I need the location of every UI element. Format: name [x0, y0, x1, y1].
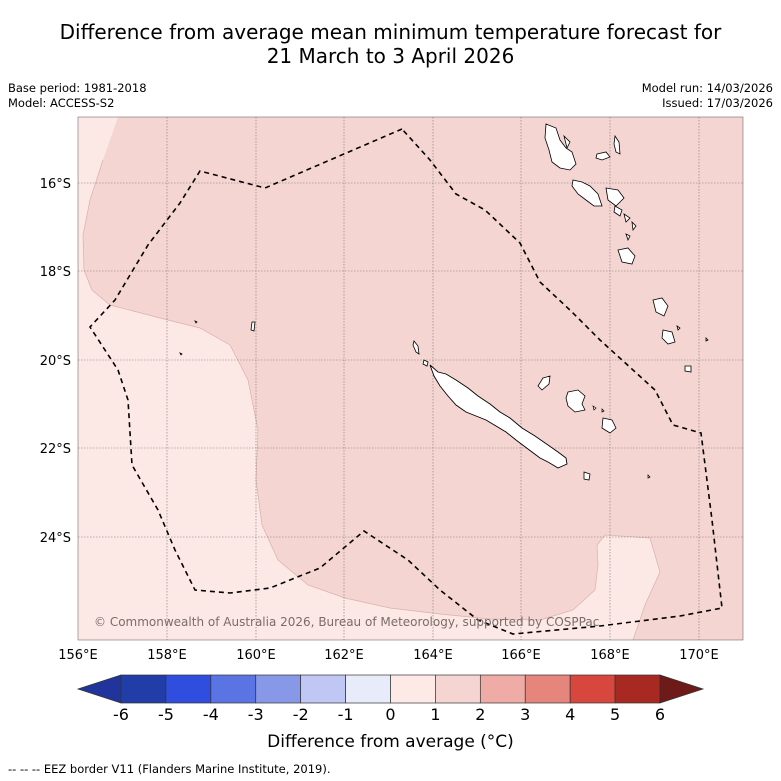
colorbar-cell — [345, 674, 391, 704]
new-caledonia-island — [429, 364, 568, 469]
chart-title-line1: Difference from average mean minimum tem… — [59, 20, 722, 44]
colorbar-cell — [390, 674, 436, 704]
chart-title-line2: 21 March to 3 April 2026 — [266, 44, 515, 68]
colorbar-tick-label: 0 — [385, 705, 395, 724]
colorbar-cell — [120, 674, 167, 704]
model-run-label: Model run: 14/03/2026 — [641, 81, 773, 95]
colorbar-cell — [255, 674, 302, 704]
eez-border — [88, 128, 723, 635]
colorbar-tick-label: -4 — [203, 705, 219, 724]
colorbar-cell — [435, 674, 481, 704]
colorbar-tick-label: -3 — [248, 705, 264, 724]
map-gridlines — [78, 117, 743, 640]
lon-label: 160°E — [236, 648, 276, 663]
map-frame — [77, 116, 744, 641]
lat-label: 22°S — [40, 442, 71, 457]
eez-legend-note: -- -- -- EEZ border V11 (Flanders Marine… — [8, 762, 331, 776]
base-period-label: Base period: 1981-2018 — [8, 81, 147, 95]
lon-label: 168°E — [590, 648, 630, 663]
colorbar-cell — [614, 674, 661, 704]
colorbar-extend-low — [76, 674, 122, 704]
lat-axis-labels: 16°S 18°S 20°S 22°S 24°S — [40, 177, 71, 546]
vanuatu-islands — [544, 123, 709, 373]
lon-label: 170°E — [679, 648, 719, 663]
colorbar-tick-label: 1 — [430, 705, 440, 724]
colorbar-cell — [210, 674, 257, 704]
copyright-text: © Commonwealth of Australia 2026, Bureau… — [94, 615, 599, 629]
issued-label: Issued: 17/03/2026 — [662, 96, 773, 110]
lon-label: 158°E — [147, 648, 187, 663]
model-label: Model: ACCESS-S2 — [8, 96, 115, 110]
colorbar-cell — [165, 674, 212, 704]
anomaly-contour — [82, 159, 661, 640]
colorbar-tick-label: 3 — [520, 705, 530, 724]
colorbar-tick-label: -6 — [113, 705, 129, 724]
lon-axis-labels: 156°E 158°E 160°E 162°E 164°E 166°E 168°… — [58, 648, 719, 663]
colorbar-tick-label: -2 — [293, 705, 309, 724]
colorbar-tick-label: -1 — [338, 705, 354, 724]
chesterfield-islets — [179, 320, 256, 356]
colorbar-extend-high — [659, 674, 705, 704]
lon-label: 166°E — [501, 648, 541, 663]
lat-label: 18°S — [40, 265, 71, 280]
colorbar-cell — [569, 674, 616, 704]
colorbar-tick-label: 2 — [475, 705, 485, 724]
anomaly-region-0-1-west — [78, 117, 660, 640]
colorbar-tick-label: -5 — [158, 705, 174, 724]
colorbar-tick-label: 5 — [610, 705, 620, 724]
colorbar-tick-label: 4 — [565, 705, 575, 724]
colorbar-cell — [524, 674, 571, 704]
colorbar-cell — [479, 674, 526, 704]
map-panel: © Commonwealth of Australia 2026, Bureau… — [78, 117, 743, 640]
colorbar-label: Difference from average (°C) — [267, 732, 514, 752]
lon-label: 156°E — [58, 648, 98, 663]
lat-label: 16°S — [40, 177, 71, 192]
lon-label: 164°E — [413, 648, 453, 663]
lat-label: 20°S — [40, 354, 71, 369]
colorbar-cell — [300, 674, 346, 704]
lat-label: 24°S — [40, 531, 71, 546]
colorbar: -6 -5 -4 -3 -2 -1 0 1 2 3 4 5 6 — [76, 674, 705, 724]
lon-label: 162°E — [324, 648, 364, 663]
colorbar-tick-label: 6 — [655, 705, 665, 724]
loyalty-islands — [537, 375, 617, 434]
